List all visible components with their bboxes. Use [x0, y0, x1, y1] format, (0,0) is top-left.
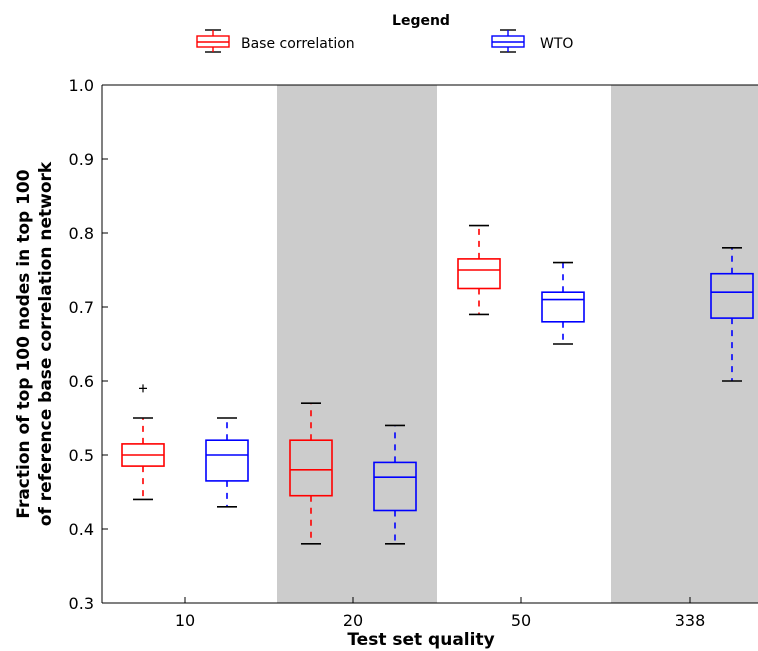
box-base-correlation-10 [121, 384, 165, 501]
x-tick-label: 20 [343, 611, 363, 630]
box-wto-10 [205, 417, 249, 508]
x-tick-label: 10 [175, 611, 195, 630]
y-tick-label: 0.3 [69, 594, 94, 613]
iqr-box [373, 461, 417, 512]
iqr-box [457, 258, 501, 290]
iqr-box [289, 439, 333, 497]
legend-entry-base-correlation: Base correlation [196, 29, 355, 53]
shaded-band-20 [277, 85, 437, 603]
legend: Legend Base correlation WTO [196, 13, 573, 53]
legend-entry-wto: WTO [491, 29, 573, 53]
y-tick-label: 0.5 [69, 446, 94, 465]
iqr-box [541, 291, 585, 323]
legend-label: Base correlation [241, 36, 355, 52]
legend-title: Legend [392, 13, 450, 29]
y-axis-title-line-1: Fraction of top 100 nodes in top 100 [14, 169, 34, 518]
shaded-band-338 [611, 85, 758, 603]
box-wto-338 [710, 247, 754, 382]
y-tick-label: 0.6 [69, 372, 94, 391]
y-axis-title-line-2: of reference base correlation network [36, 161, 56, 526]
y-tick-label: 0.8 [69, 224, 94, 243]
x-tick-label: 50 [511, 611, 531, 630]
box-base-correlation-20 [289, 402, 333, 545]
box-wto-20 [373, 424, 417, 545]
axes: 0.3 0.4 0.5 0.6 0.7 0.8 0.9 1.0 10 20 50 338 [69, 76, 758, 630]
iqr-box [710, 272, 754, 319]
y-tick-label: 0.9 [69, 150, 94, 169]
box-base-correlation-50 [457, 224, 501, 316]
y-tick-label: 1.0 [69, 76, 94, 95]
outlier-marker [139, 384, 147, 393]
box-series [121, 224, 754, 545]
iqr-box [205, 439, 249, 482]
box-wto-50 [541, 261, 585, 345]
legend-label: WTO [540, 36, 573, 52]
x-tick-label: 338 [675, 611, 706, 630]
y-tick-label: 0.7 [69, 298, 94, 317]
x-axis-title: Test set quality [347, 630, 494, 650]
shaded-bands [277, 85, 758, 603]
y-tick-label: 0.4 [69, 520, 94, 539]
